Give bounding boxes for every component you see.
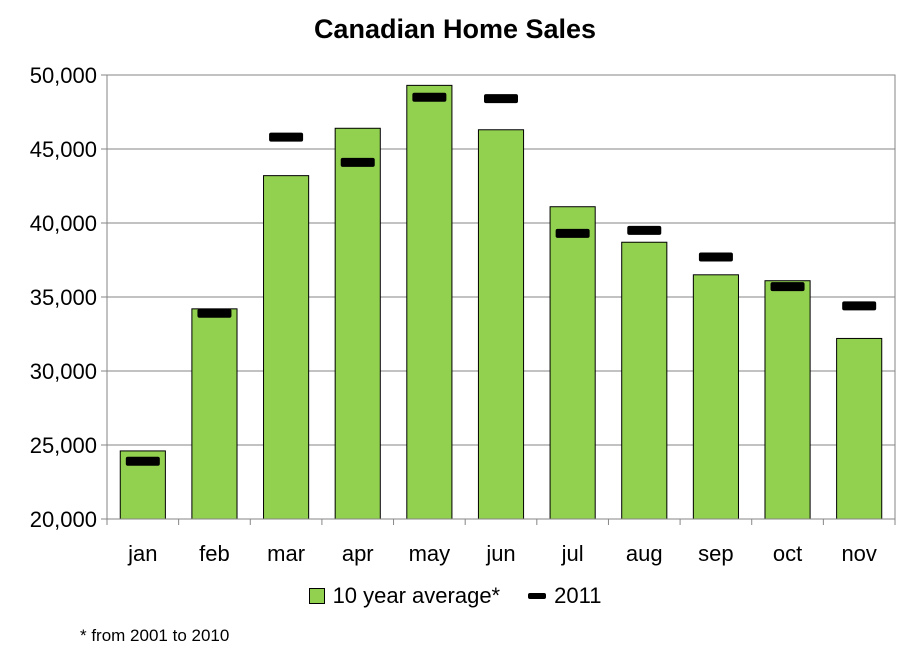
x-tick-label: oct — [773, 541, 802, 566]
legend-item-2011: 2011 — [528, 583, 601, 609]
bar-nov — [836, 337, 883, 520]
bars — [119, 84, 883, 520]
marker-2011-oct — [770, 282, 805, 292]
legend: 10 year average* 2011 — [0, 583, 910, 609]
marker-2011-feb — [197, 308, 232, 318]
y-tick-label: 35,000 — [30, 285, 97, 310]
marker-2011-jan — [125, 456, 160, 466]
legend-bar-swatch-icon — [308, 588, 325, 604]
legend-item-average: 10 year average* — [308, 583, 501, 609]
x-tick-label: feb — [199, 541, 230, 566]
x-tick-label: jun — [485, 541, 515, 566]
x-axis-ticks: jan feb mar apr may jun jul aug sep oct nov — [106, 519, 896, 566]
marker-2011-aug — [627, 225, 662, 235]
y-tick-label: 45,000 — [30, 137, 97, 162]
x-tick-label: jul — [561, 541, 584, 566]
x-tick-label: may — [409, 541, 451, 566]
x-tick-label: sep — [698, 541, 733, 566]
bar-sep — [692, 274, 739, 520]
bar-aug — [621, 241, 668, 520]
marker-2011-sep — [698, 252, 733, 262]
plot-area-frame — [106, 74, 896, 520]
y-tick-label: 40,000 — [30, 211, 97, 236]
markers-2011 — [125, 92, 877, 466]
bar-jun — [477, 129, 525, 520]
y-tick-label: 30,000 — [30, 359, 97, 384]
x-tick-label: nov — [841, 541, 876, 566]
y-tick-label: 50,000 — [30, 63, 97, 88]
x-tick-label: mar — [267, 541, 305, 566]
bar-apr — [334, 127, 381, 520]
footnote: * from 2001 to 2010 — [80, 626, 230, 645]
chart-title: Canadian Home Sales — [313, 14, 597, 44]
x-tick-label: apr — [342, 541, 374, 566]
legend-label-average: 10 year average* — [332, 583, 501, 608]
y-tick-label: 25,000 — [30, 433, 97, 458]
marker-2011-may — [412, 92, 447, 102]
marker-2011-apr — [340, 157, 375, 167]
bar-mar — [263, 175, 310, 520]
legend-label-2011: 2011 — [554, 583, 602, 608]
bar-oct — [764, 280, 811, 520]
bar-jul — [549, 206, 596, 520]
y-axis-ticks: 20,000 25,000 30,000 35,000 40,000 45,000 50,0… — [30, 63, 107, 532]
marker-2011-jun — [484, 94, 518, 104]
bar-may — [406, 84, 453, 520]
x-tick-label: aug — [626, 541, 663, 566]
marker-2011-mar — [269, 132, 304, 142]
marker-2011-nov — [842, 301, 877, 311]
x-tick-label: jan — [127, 541, 157, 566]
y-tick-label: 20,000 — [30, 507, 97, 532]
legend-marker-swatch-icon — [528, 593, 547, 599]
marker-2011-jul — [555, 228, 590, 238]
bar-feb — [191, 308, 238, 520]
